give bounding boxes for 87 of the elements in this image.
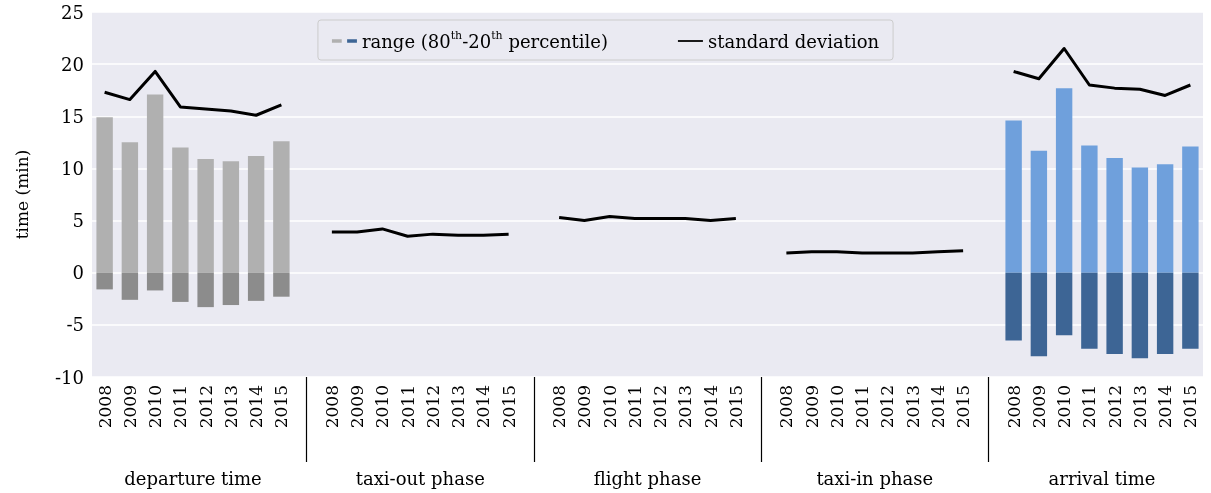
x-tick-label: 2015	[725, 385, 746, 429]
x-tick-label: 2008	[776, 385, 797, 429]
bar	[172, 147, 189, 273]
bar	[121, 142, 139, 273]
x-tick-label: 2008	[1003, 385, 1024, 429]
y-tick-label: 25	[61, 1, 84, 23]
x-tick-label: 2010	[826, 385, 847, 429]
x-tick-label: 2013	[675, 385, 696, 429]
x-tick-label: 2013	[220, 385, 241, 429]
x-tick-label: 2011	[1079, 385, 1100, 429]
bar	[1131, 272, 1149, 359]
x-tick-label: 2011	[170, 385, 191, 429]
y-tick-label: 0	[72, 262, 84, 284]
y-tick-label: -10	[55, 366, 84, 388]
text: taxi-in phase	[816, 467, 934, 489]
x-tick-label: 2009	[574, 385, 595, 429]
bar	[1156, 272, 1174, 355]
bar	[96, 272, 113, 290]
x-tick-label: 2009	[801, 385, 822, 429]
x-tick-label: 2011	[852, 385, 873, 429]
bar	[197, 272, 214, 308]
bar	[222, 161, 240, 273]
bar	[222, 272, 240, 306]
x-tick-label: 2014	[700, 385, 721, 429]
x-tick-label: 2010	[372, 385, 393, 429]
legend-label: standard deviation	[707, 30, 880, 52]
x-tick-label: 2010	[1054, 385, 1075, 429]
text: flight phase	[593, 467, 702, 489]
x-tick-label: 2011	[624, 385, 645, 429]
bar	[96, 117, 113, 273]
bar	[1182, 272, 1199, 349]
bar	[1055, 272, 1073, 336]
x-tick-label: 2008	[94, 385, 115, 429]
text: taxi-out phase	[355, 467, 485, 489]
bar	[1131, 167, 1149, 273]
x-tick-label: 2009	[347, 385, 368, 429]
x-tick-label: 2014	[473, 385, 494, 429]
x-tick-label: 2008	[321, 385, 342, 429]
bar	[1030, 272, 1048, 357]
x-tick-label: 2013	[448, 385, 469, 429]
x-tick-label: 2012	[1104, 385, 1125, 429]
bar	[1081, 145, 1098, 273]
x-tick-label: 2015	[498, 385, 519, 429]
x-tick-label: 2012	[877, 385, 898, 429]
x-tick-label: 2012	[195, 385, 216, 429]
y-tick-label: -5	[66, 314, 84, 336]
y-tick-label: 20	[61, 53, 84, 75]
bar	[1182, 146, 1199, 273]
bar	[1106, 272, 1123, 355]
x-tick-label: 2013	[902, 385, 923, 429]
bar	[1030, 150, 1048, 273]
x-tick-label: 2009	[1028, 385, 1049, 429]
bar	[146, 272, 164, 291]
x-tick-label: 2012	[422, 385, 443, 429]
bar	[1055, 88, 1073, 273]
bar	[247, 155, 265, 273]
bar	[172, 272, 189, 302]
x-tick-label: 2010	[599, 385, 620, 429]
x-tick-label: 2011	[397, 385, 418, 429]
text: arrival time	[1048, 467, 1156, 489]
bar	[1156, 164, 1174, 273]
x-tick-label: 2008	[549, 385, 570, 429]
x-tick-label: 2013	[1129, 385, 1150, 429]
x-tick-label: 2015	[271, 385, 292, 429]
x-tick-label: 2014	[927, 385, 948, 429]
x-tick-label: 2015	[953, 385, 974, 429]
bar	[1005, 120, 1022, 273]
bar	[1005, 272, 1022, 341]
bar	[1081, 272, 1098, 349]
text: departure time	[124, 467, 262, 489]
bar	[121, 272, 139, 300]
bar	[1106, 158, 1123, 273]
x-tick-label: 2014	[246, 385, 267, 429]
x-tick-label: 2010	[145, 385, 166, 429]
x-tick-label: 2012	[650, 385, 671, 429]
x-tick-label: 2015	[1180, 385, 1201, 429]
x-tick-label: 2014	[1155, 385, 1176, 429]
bar	[273, 272, 290, 297]
y-tick-label: 5	[72, 210, 84, 232]
bar	[146, 94, 164, 273]
y-tick-label: 15	[61, 105, 84, 127]
x-tick-label: 2009	[119, 385, 140, 429]
bar	[273, 141, 290, 273]
y-tick-label: 10	[61, 157, 84, 179]
bar	[197, 159, 214, 273]
bar	[247, 272, 265, 301]
y-axis-title: time (min)	[11, 149, 32, 240]
